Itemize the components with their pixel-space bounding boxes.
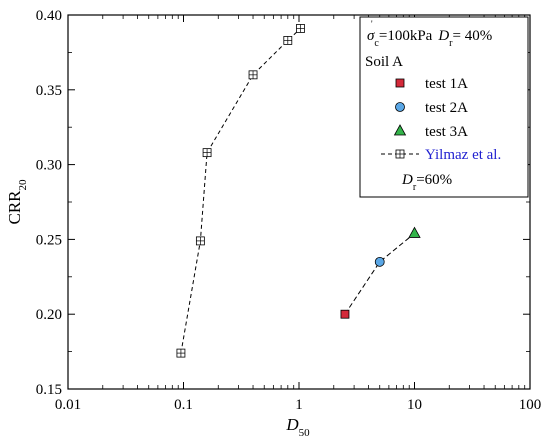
legend-marker-test-1a: [395, 78, 405, 88]
legend-condition: σc=100kPa Dr= 40%: [367, 28, 492, 49]
x-tick-label: 0.01: [55, 397, 81, 413]
axis-ticks: 0.01 0.1 1 10 100 0.15 0.20 0.25 0.30 0.35 0.40: [36, 8, 542, 413]
legend-prime-mark: ': [371, 19, 373, 29]
legend-label-yilmaz: Yilmaz et al.: [425, 147, 501, 163]
x-axis-label: D50: [285, 415, 310, 439]
x-tick-label: 100: [519, 397, 542, 413]
legend: σc=100kPa Dr= 40% ' Soil A test 1A test 2…: [359, 16, 529, 198]
y-tick-label: 0.30: [36, 158, 62, 174]
legend-yilmaz-condition: Dr=60%: [401, 172, 452, 193]
data-point-yilmaz-et-al: [195, 236, 205, 246]
y-tick-label: 0.20: [36, 307, 62, 323]
data-point-test-1a: [340, 309, 350, 319]
legend-label-test-2a: test 2A: [425, 100, 468, 116]
data-point-yilmaz-et-al: [283, 36, 293, 45]
data-layer: [176, 24, 421, 358]
data-point-test-2a: [374, 256, 385, 267]
data-point-yilmaz-et-al: [176, 348, 186, 358]
test-trend-line: [344, 233, 415, 315]
legend-marker-test-2a: [395, 102, 405, 112]
data-point-test-3a: [408, 226, 421, 238]
x-tick-label: 10: [407, 397, 422, 413]
y-tick-label: 0.40: [36, 8, 62, 24]
x-tick-label: 0.1: [174, 397, 193, 413]
legend-label-test-3a: test 3A: [425, 124, 468, 140]
y-tick-label: 0.15: [36, 382, 62, 398]
y-tick-label: 0.35: [36, 83, 62, 99]
legend-group-title: Soil A: [365, 54, 403, 70]
y-tick-label: 0.25: [36, 232, 62, 248]
x-tick-label: 1: [295, 397, 303, 413]
data-point-yilmaz-et-al: [202, 148, 212, 158]
legend-frame: [359, 16, 529, 198]
legend-label-test-1a: test 1A: [425, 76, 468, 92]
data-point-yilmaz-et-al: [248, 70, 258, 80]
data-point-yilmaz-et-al: [296, 24, 305, 33]
legend-marker-test-3a: [393, 124, 407, 136]
y-axis-label: CRR20: [5, 179, 29, 225]
